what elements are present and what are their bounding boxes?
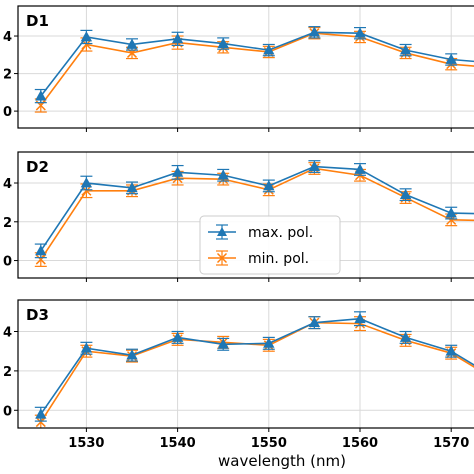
x-tick-label: 1550 [251,436,287,451]
series-group [34,160,474,267]
data-point-max-pol [354,312,366,324]
data-point-max-pol [263,180,275,191]
y-tick-label: 4 [3,326,12,341]
y-tick-label: 0 [3,404,12,419]
data-point-max-pol [263,44,275,55]
y-tick-label: 2 [3,68,12,83]
data-point-max-pol [80,342,93,353]
legend-label: max. pol. [248,225,313,241]
series-line-max-pol [40,317,474,415]
series-line-max-pol [40,31,474,97]
data-point-max-pol [399,44,412,55]
data-point-max-pol [308,316,321,328]
data-point-max-pol [171,166,184,177]
data-point-max-pol [354,27,366,38]
panel-label: D2 [26,158,49,176]
data-point-max-pol [80,177,93,188]
data-point-max-pol [35,90,47,101]
data-point-max-pol [308,26,321,37]
y-tick-label: 4 [3,30,12,45]
y-tick-label: 0 [3,105,12,120]
data-point-max-pol [126,182,138,193]
data-point-max-pol [263,337,275,348]
data-point-max-pol [308,160,321,171]
data-point-max-pol [171,331,184,342]
legend-marker-triangle [217,227,227,236]
series-group [34,26,474,113]
data-point-max-pol [399,331,412,342]
data-point-max-pol [126,38,138,49]
data-point-max-pol [217,37,229,48]
x-tick-label: 1570 [433,436,469,451]
data-point-max-pol [445,345,457,356]
data-point-max-pol [399,188,412,200]
data-point-max-pol [217,169,229,180]
y-tick-label: 2 [3,216,12,231]
data-point-max-pol [126,349,138,360]
data-point-max-pol [445,207,457,218]
x-tick-label: 1540 [160,436,196,451]
data-point-min-pol [35,254,46,265]
data-point-max-pol [171,33,184,44]
y-tick-label: 4 [3,177,12,192]
data-point-max-pol [80,31,93,42]
legend-entry: min. pol. [208,250,309,267]
panel-d1: 0 2 4 D1 [3,5,474,132]
data-point-max-pol [35,245,47,256]
legend-entry: max. pol. [208,224,313,241]
axes-frame [17,299,474,429]
x-tick-label: 1530 [68,436,104,451]
x-tick-label: 1560 [342,436,378,451]
data-point-min-pol [35,417,46,428]
legend: max. pol. min. pol. [199,215,341,275]
x-axis-label: wavelength (nm) [218,452,346,470]
panel-label: D1 [26,12,49,30]
axes-frame [17,5,474,129]
legend-box [199,215,341,275]
data-point-max-pol [354,163,366,174]
axes-frame [17,151,474,279]
panel-d3: 0 2 4 D3 [3,299,474,432]
panel-label: D3 [26,306,49,324]
data-point-max-pol [217,338,229,349]
y-tick-label: 0 [3,255,12,270]
data-point-max-pol [35,408,47,419]
y-tick-label: 2 [3,365,12,380]
data-point-max-pol [445,53,457,64]
legend-label: min. pol. [248,251,309,267]
legend-marker-x [216,252,228,264]
series-group [34,311,474,428]
